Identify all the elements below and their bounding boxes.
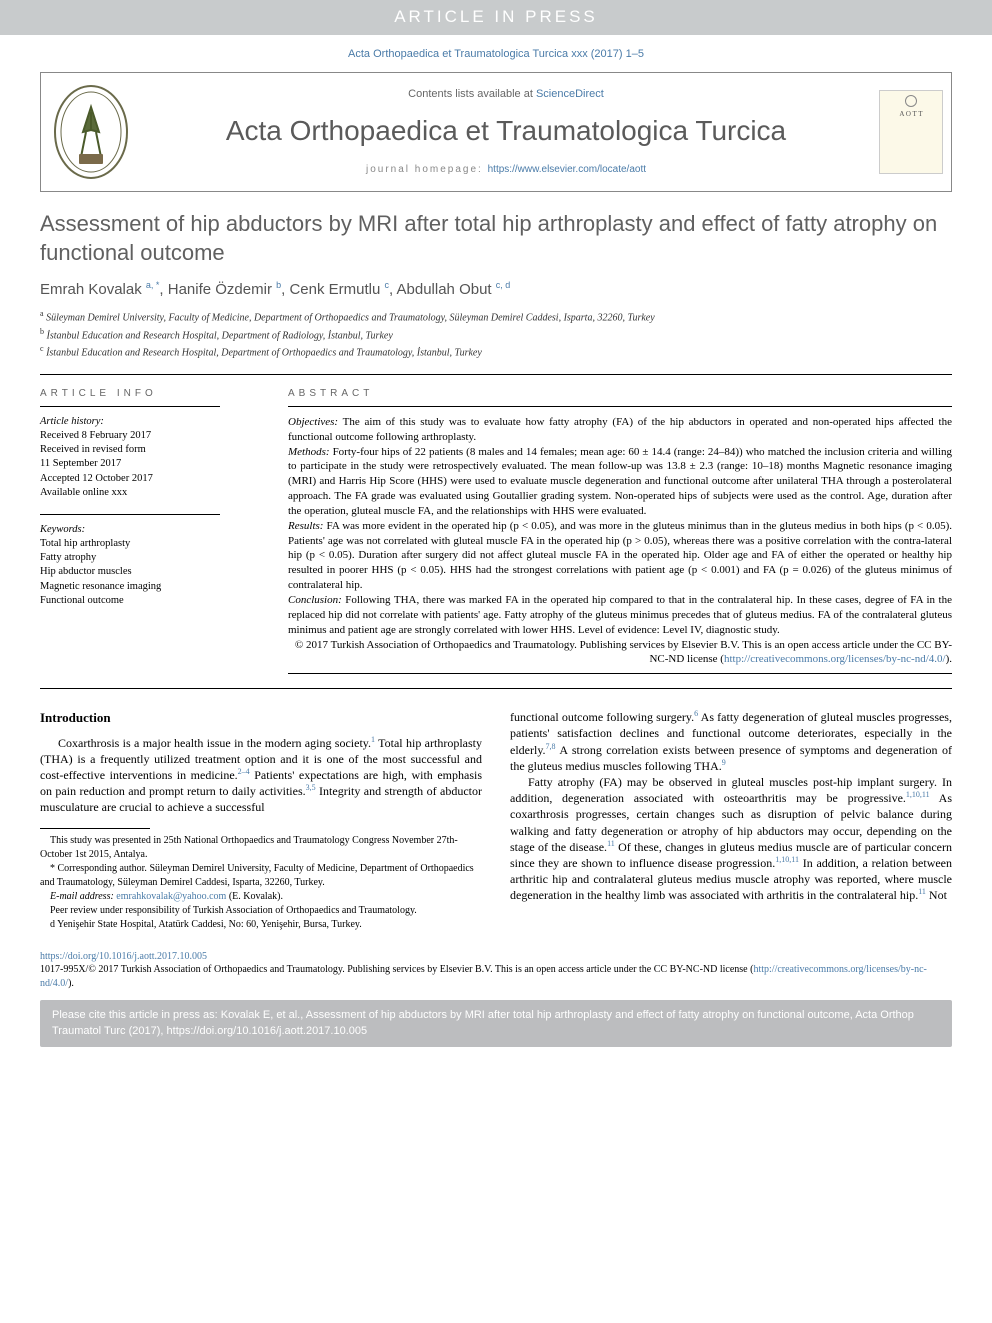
body-col-right: functional outcome following surgery.6 A… [510, 709, 952, 931]
sciencedirect-link[interactable]: ScienceDirect [536, 88, 604, 100]
body-columns: Introduction Coxarthrosis is a major hea… [40, 709, 952, 931]
email-suffix: (E. Kovalak). [226, 891, 283, 902]
author-list: Emrah Kovalak a, *, Hanife Özdemir b, Ce… [40, 279, 952, 300]
article-in-press-banner: ARTICLE IN PRESS [0, 0, 992, 35]
article-info-column: ARTICLE INFO Article history: Received 8… [40, 387, 260, 674]
objectives-text: The aim of this study was to evaluate ho… [288, 416, 952, 443]
contents-available-line: Contents lists available at ScienceDirec… [151, 87, 861, 102]
email-label: E-mail address: [50, 891, 114, 902]
methods-label: Methods: [288, 446, 330, 458]
keywords-label: Keywords: [40, 524, 85, 535]
journal-header-box: Contents lists available at ScienceDirec… [40, 72, 952, 192]
article-title: Assessment of hip abductors by MRI after… [40, 210, 952, 267]
history-label: Article history: [40, 416, 104, 427]
objectives-label: Objectives: [288, 416, 338, 428]
introduction-heading: Introduction [40, 709, 482, 727]
results-label: Results: [288, 520, 323, 532]
issn-copyright: 1017-995X/© 2017 Turkish Association of … [40, 964, 753, 975]
divider-mid [40, 688, 952, 689]
affiliation-list: a Süleyman Demirel University, Faculty o… [40, 308, 952, 360]
info-divider [40, 514, 220, 515]
society-seal [41, 73, 141, 191]
doi-block: https://doi.org/10.1016/j.aott.2017.10.0… [40, 950, 952, 991]
cover-abbrev: A O T T [882, 110, 940, 119]
col2-para2: Fatty atrophy (FA) may be observed in gl… [510, 774, 952, 904]
peer-review-note: Peer review under responsibility of Turk… [40, 904, 482, 918]
citation-box: Please cite this article in press as: Ko… [40, 1000, 952, 1047]
citation-line: Acta Orthopaedica et Traumatologica Turc… [40, 47, 952, 62]
footnote-presented: This study was presented in 25th Nationa… [40, 834, 482, 862]
conclusion-text: Following THA, there was marked FA in th… [288, 594, 952, 636]
conclusion-label: Conclusion: [288, 594, 342, 606]
body-col-left: Introduction Coxarthrosis is a major hea… [40, 709, 482, 931]
article-history: Article history: Received 8 February 201… [40, 415, 260, 500]
copyright-close: ). [946, 653, 952, 665]
footnotes: This study was presented in 25th Nationa… [40, 834, 482, 932]
corresponding-label: * Corresponding author. [50, 863, 147, 874]
doi-link[interactable]: https://doi.org/10.1016/j.aott.2017.10.0… [40, 951, 207, 962]
article-info-label: ARTICLE INFO [40, 387, 220, 407]
homepage-prefix: journal homepage: [366, 164, 488, 175]
abstract-column: ABSTRACT Objectives: The aim of this stu… [288, 387, 952, 674]
email-link[interactable]: emrahkovalak@yahoo.com [116, 891, 226, 902]
license-link[interactable]: http://creativecommons.org/licenses/by-n… [724, 653, 946, 665]
contents-prefix: Contents lists available at [408, 88, 536, 100]
journal-name: Acta Orthopaedica et Traumatologica Turc… [151, 112, 861, 150]
homepage-link[interactable]: https://www.elsevier.com/locate/aott [488, 164, 646, 175]
cover-seal-icon [905, 95, 917, 107]
abstract-bottom-rule [288, 673, 952, 674]
methods-text: Forty-four hips of 22 patients (8 males … [288, 446, 952, 517]
results-text: FA was more evident in the operated hip … [288, 520, 952, 591]
footnote-rule [40, 828, 150, 829]
journal-cover-thumb: A O T T [871, 73, 951, 191]
keywords-block: Keywords: Total hip arthroplastyFatty at… [40, 523, 260, 608]
col2-para1: functional outcome following surgery.6 A… [510, 709, 952, 774]
homepage-line: journal homepage: https://www.elsevier.c… [151, 163, 861, 177]
doi-close: ). [68, 978, 74, 989]
intro-paragraph: Coxarthrosis is a major health issue in … [40, 735, 482, 816]
footnote-d: d Yenişehir State Hospital, Atatürk Cadd… [40, 918, 482, 932]
divider-top [40, 374, 952, 375]
abstract-label: ABSTRACT [288, 387, 952, 407]
journal-header-center: Contents lists available at ScienceDirec… [141, 73, 871, 191]
